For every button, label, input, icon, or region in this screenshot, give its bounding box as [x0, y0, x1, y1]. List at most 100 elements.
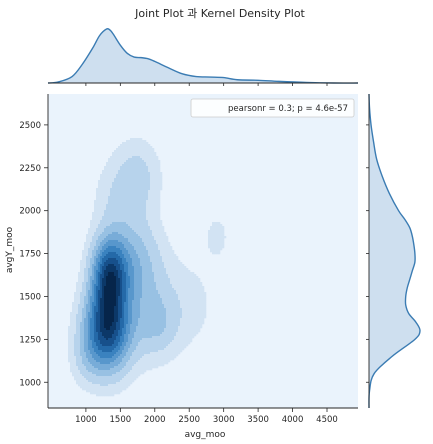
density-cell: [130, 308, 133, 311]
density-cell: [124, 280, 127, 283]
density-cell: [96, 228, 99, 231]
density-cell: [86, 348, 89, 351]
density-cell: [148, 148, 151, 151]
density-cell: [122, 170, 125, 173]
density-cell: [90, 352, 93, 355]
density-cell: [92, 238, 95, 241]
density-cell: [148, 342, 151, 345]
density-cell: [90, 336, 93, 339]
density-cell: [100, 254, 103, 257]
density-cell: [164, 258, 167, 261]
density-cell: [148, 176, 151, 179]
density-cell: [94, 292, 97, 295]
density-cell: [156, 186, 159, 189]
density-cell: [160, 172, 163, 175]
density-cell: [140, 180, 143, 183]
density-cell: [120, 304, 123, 307]
density-cell: [120, 206, 123, 209]
density-cell: [74, 316, 77, 319]
density-cell: [168, 348, 171, 351]
density-cell: [116, 218, 119, 221]
density-cell: [146, 192, 149, 195]
density-cell: [114, 230, 117, 233]
density-cell: [96, 206, 99, 209]
density-cell: [88, 312, 91, 315]
density-cell: [150, 166, 153, 169]
density-cell: [168, 288, 171, 291]
density-cell: [138, 266, 141, 269]
density-cell: [178, 328, 181, 331]
density-cell: [196, 292, 199, 295]
density-cell: [118, 310, 121, 313]
density-cell: [220, 228, 223, 231]
density-cell: [148, 252, 151, 255]
density-cell: [102, 170, 105, 173]
density-cell: [112, 232, 115, 235]
density-cell: [158, 186, 161, 189]
density-cell: [78, 346, 81, 349]
density-cell: [100, 204, 103, 207]
density-cell: [98, 198, 101, 201]
density-cell: [142, 164, 145, 167]
density-cell: [124, 206, 127, 209]
density-cell: [152, 272, 155, 275]
density-cell: [100, 272, 103, 275]
density-cell: [152, 228, 155, 231]
density-cell: [100, 336, 103, 339]
density-cell: [158, 336, 161, 339]
density-cell: [138, 200, 141, 203]
density-cell: [126, 168, 129, 171]
density-cell: [114, 240, 117, 243]
density-cell: [164, 324, 167, 327]
density-cell: [154, 266, 157, 269]
density-cell: [114, 324, 117, 327]
density-cell: [140, 338, 143, 341]
density-cell: [142, 310, 145, 313]
density-cell: [130, 164, 133, 167]
density-cell: [104, 248, 107, 251]
density-cell: [166, 240, 169, 243]
density-cell: [134, 260, 137, 263]
density-cell: [100, 210, 103, 213]
density-cell: [158, 348, 161, 351]
density-cell: [74, 318, 77, 321]
density-cell: [94, 234, 97, 237]
density-cell: [74, 332, 77, 335]
density-cell: [132, 308, 135, 311]
density-cell: [122, 152, 125, 155]
density-cell: [124, 186, 127, 189]
density-cell: [116, 228, 119, 231]
density-cell: [110, 228, 113, 231]
density-cell: [166, 286, 169, 289]
density-cell: [160, 226, 163, 229]
density-cell: [144, 296, 147, 299]
density-cell: [108, 228, 111, 231]
density-cell: [128, 270, 131, 273]
density-cell: [188, 328, 191, 331]
density-cell: [160, 248, 163, 251]
density-cell: [126, 274, 129, 277]
density-cell: [76, 340, 79, 343]
density-cell: [148, 180, 151, 183]
density-cell: [72, 346, 75, 349]
density-cell: [84, 292, 87, 295]
density-cell: [144, 210, 147, 213]
density-cell: [112, 168, 115, 171]
density-cell: [114, 236, 117, 239]
density-cell: [174, 310, 177, 313]
density-cell: [166, 258, 169, 261]
density-cell: [96, 252, 99, 255]
density-cell: [116, 264, 119, 267]
density-cell: [110, 160, 113, 163]
density-cell: [146, 282, 149, 285]
density-cell: [128, 202, 131, 205]
density-cell: [70, 328, 73, 331]
density-cell: [98, 194, 101, 197]
density-cell: [94, 344, 97, 347]
density-cell: [218, 222, 221, 225]
density-cell: [132, 164, 135, 167]
density-cell: [110, 238, 113, 241]
density-cell: [208, 242, 211, 245]
density-cell: [150, 314, 153, 317]
density-cell: [186, 314, 189, 317]
